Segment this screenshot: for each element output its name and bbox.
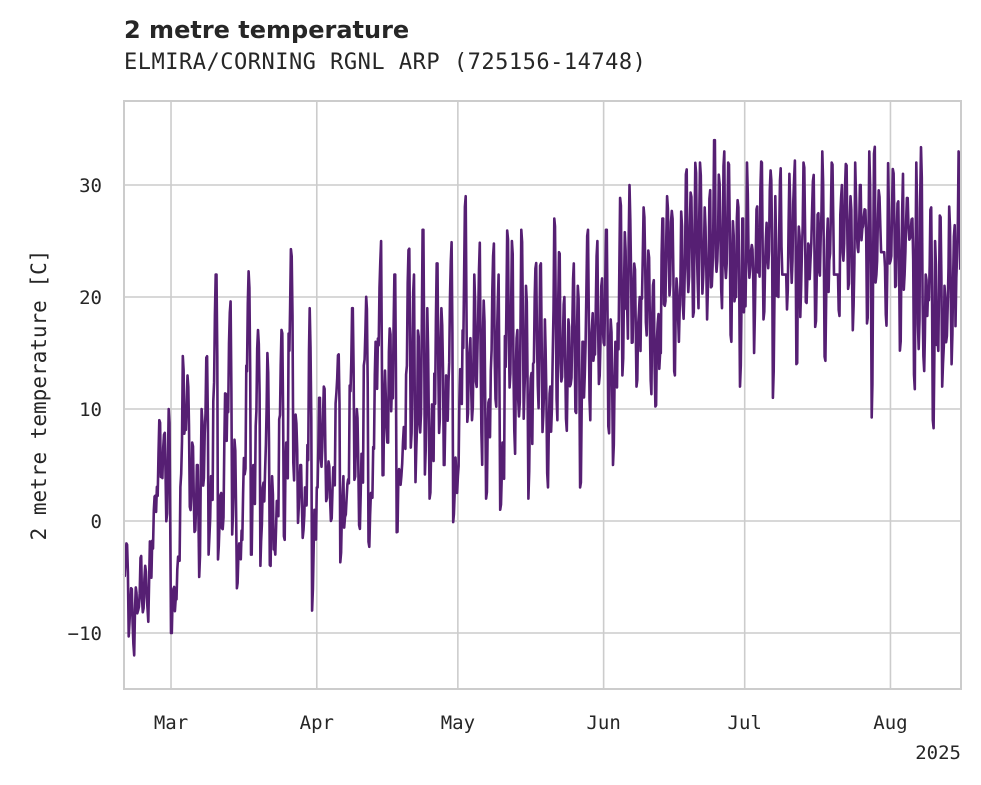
x-tick-label: Jun	[586, 712, 620, 734]
y-tick-label: 0	[91, 511, 102, 533]
chart-title: 2 metre temperature	[124, 16, 410, 44]
x-axis: Mar Apr May Jun Jul Aug	[154, 712, 908, 734]
y-tick-label: −10	[68, 623, 102, 645]
x-tick-label: Apr	[300, 712, 334, 734]
x-tick-label: Jul	[728, 712, 762, 734]
x-axis-year-label: 2025	[915, 742, 961, 764]
temperature-series-line	[122, 138, 962, 657]
x-tick-label: Aug	[873, 712, 907, 734]
y-tick-label: 30	[79, 175, 102, 197]
y-axis: −10 0 10 20 30	[68, 175, 102, 645]
y-axis-label: 2 metre temperature [C]	[27, 250, 51, 541]
x-tick-label: Mar	[154, 712, 188, 734]
chart-subtitle: ELMIRA/CORNING RGNL ARP (725156-14748)	[124, 50, 647, 75]
series-layer	[122, 138, 962, 657]
plot-frame	[123, 100, 962, 690]
y-tick-label: 10	[79, 399, 102, 421]
y-tick-label: 20	[79, 287, 102, 309]
x-tick-label: May	[441, 712, 475, 734]
